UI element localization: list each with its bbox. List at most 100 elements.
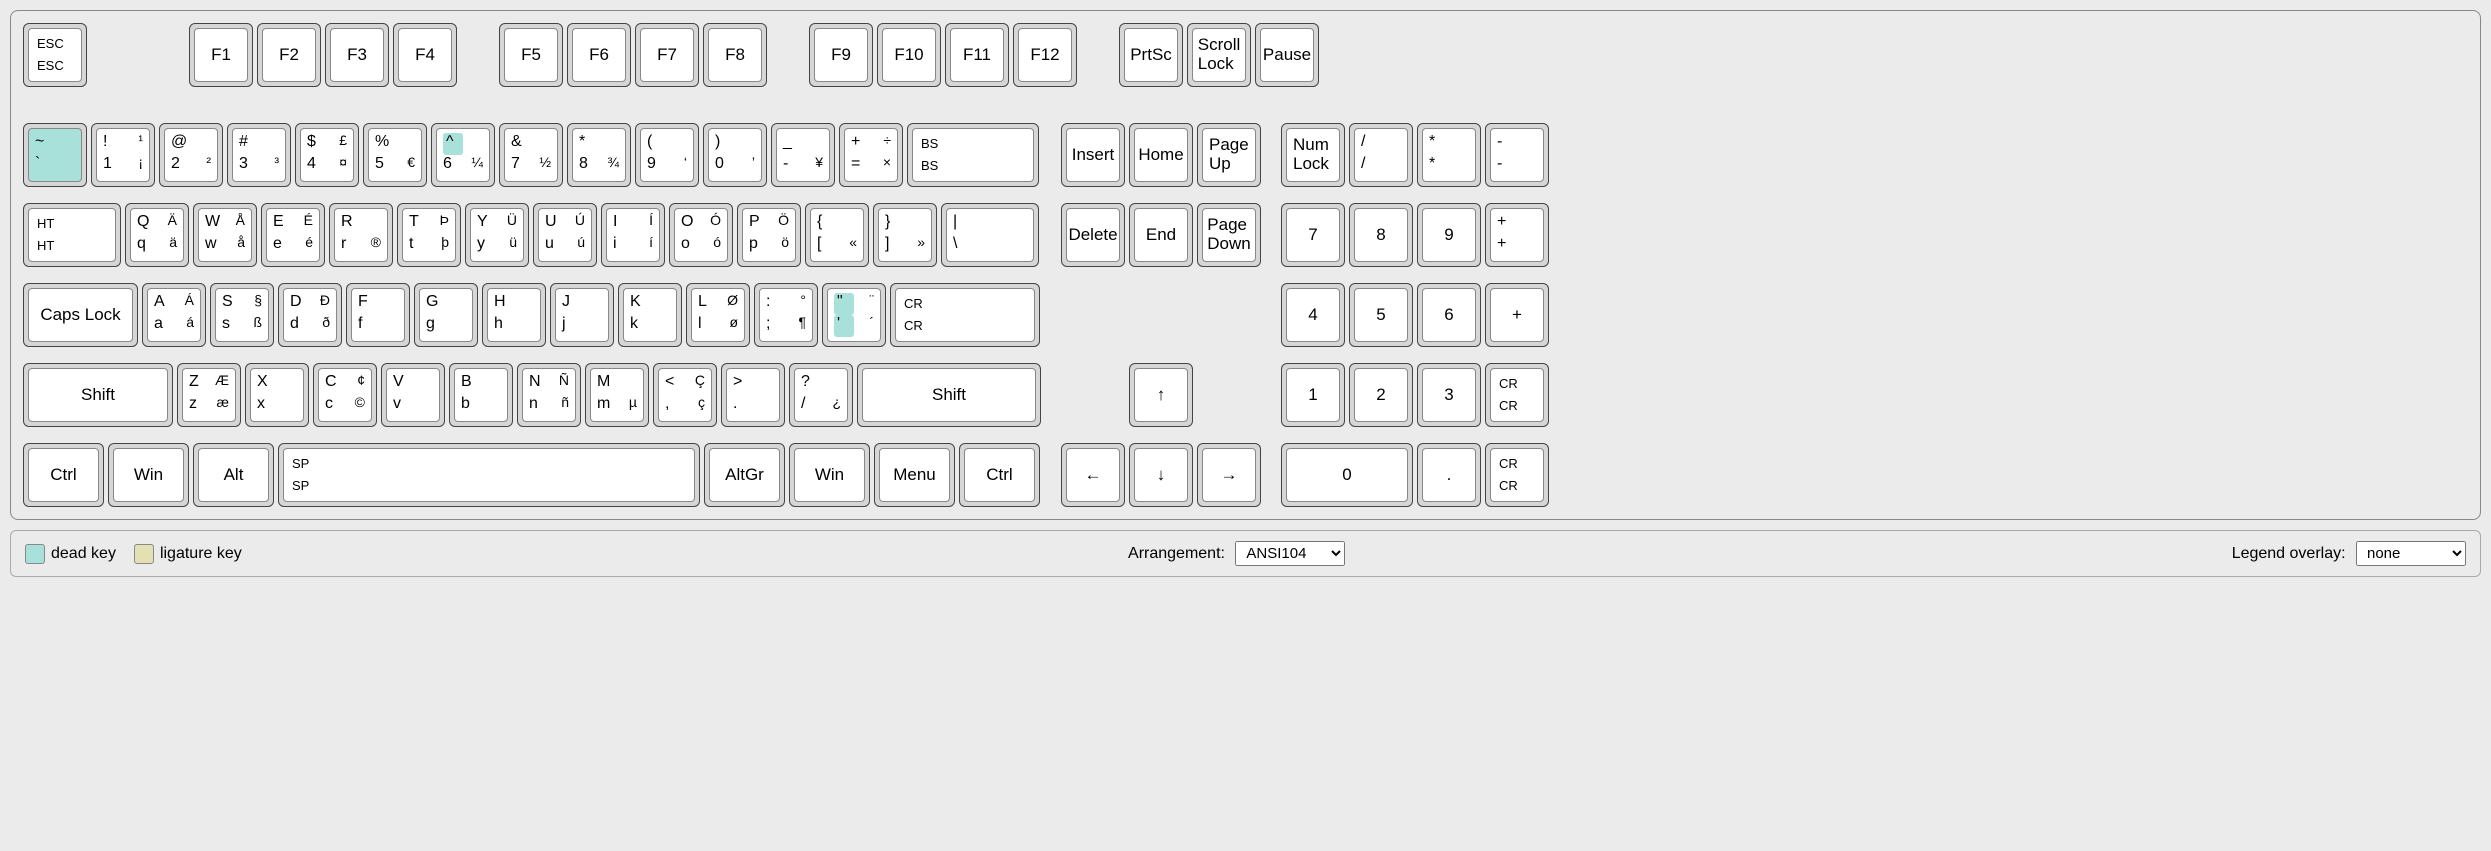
key-m[interactable]: Mmµ (585, 363, 649, 427)
key-ctrl-left[interactable]: Ctrl (23, 443, 104, 507)
key-v[interactable]: Vv (381, 363, 445, 427)
key-arrow-down[interactable]: ↓ (1129, 443, 1193, 507)
key-x[interactable]: Xx (245, 363, 309, 427)
key-5[interactable]: %5€ (363, 123, 427, 187)
key-delete[interactable]: Delete (1061, 203, 1125, 267)
key-end[interactable]: End (1129, 203, 1193, 267)
key-f12[interactable]: F12 (1013, 23, 1077, 87)
key-,[interactable]: <Ç,ç (653, 363, 717, 427)
key-k[interactable]: Kk (618, 283, 682, 347)
key-np-7[interactable]: 7 (1281, 203, 1345, 267)
key-0[interactable]: )0’ (703, 123, 767, 187)
key-shift-right[interactable]: Shift (857, 363, 1041, 427)
key-f9[interactable]: F9 (809, 23, 873, 87)
key-f6[interactable]: F6 (567, 23, 631, 87)
key-np-1[interactable]: 1 (1281, 363, 1345, 427)
key-tab[interactable]: HTHT (23, 203, 121, 267)
key-w[interactable]: WÅwå (193, 203, 257, 267)
key-p[interactable]: PÖpö (737, 203, 801, 267)
overlay-select[interactable]: nonescancodesvk (2356, 541, 2466, 566)
key-3[interactable]: #3³ (227, 123, 291, 187)
key-np-5[interactable]: 5 (1349, 283, 1413, 347)
key-b[interactable]: Bb (449, 363, 513, 427)
key-/[interactable]: ?/¿ (789, 363, 853, 427)
key-home[interactable]: Home (1129, 123, 1193, 187)
key-\[interactable]: |\ (941, 203, 1039, 267)
key-2[interactable]: @2² (159, 123, 223, 187)
key-a[interactable]: AÁaá (142, 283, 206, 347)
key-7[interactable]: &7½ (499, 123, 563, 187)
key-.[interactable]: >. (721, 363, 785, 427)
key-numlock[interactable]: Num Lock (1281, 123, 1345, 187)
key-space[interactable]: SPSP (278, 443, 700, 507)
key-1[interactable]: !¹1¡ (91, 123, 155, 187)
key-i[interactable]: IÍií (601, 203, 665, 267)
key-capslock[interactable]: Caps Lock (23, 283, 138, 347)
key-page-down[interactable]: Page Down (1197, 203, 1261, 267)
key-4[interactable]: $£4¤ (295, 123, 359, 187)
key-np-enter2[interactable]: CRCR (1485, 443, 1549, 507)
key-h[interactable]: Hh (482, 283, 546, 347)
key-win-right[interactable]: Win (789, 443, 870, 507)
key-np-3[interactable]: 3 (1417, 363, 1481, 427)
key-e[interactable]: EÉeé (261, 203, 325, 267)
key-f7[interactable]: F7 (635, 23, 699, 87)
key-y[interactable]: YÜyü (465, 203, 529, 267)
key-x[interactable]: ~` (23, 123, 87, 187)
key-f8[interactable]: F8 (703, 23, 767, 87)
key-r[interactable]: Rr® (329, 203, 393, 267)
key-prtsc[interactable]: PrtSc (1119, 23, 1183, 87)
key-arrow-up[interactable]: ↑ (1129, 363, 1193, 427)
key-pause[interactable]: Pause (1255, 23, 1319, 87)
key-x[interactable]: +÷=× (839, 123, 903, 187)
key-ctrl-right[interactable]: Ctrl (959, 443, 1040, 507)
key-np-+[interactable]: + (1485, 283, 1549, 347)
key-l[interactable]: LØlø (686, 283, 750, 347)
key-f3[interactable]: F3 (325, 23, 389, 87)
key-f[interactable]: Ff (346, 283, 410, 347)
key-alt-left[interactable]: Alt (193, 443, 274, 507)
key-f5[interactable]: F5 (499, 23, 563, 87)
key-t[interactable]: TÞtþ (397, 203, 461, 267)
key-'[interactable]: "¨'´ (822, 283, 886, 347)
key-6[interactable]: ^6¼ (431, 123, 495, 187)
key-altgr[interactable]: AltGr (704, 443, 785, 507)
key-n[interactable]: NÑnñ (517, 363, 581, 427)
key-;[interactable]: :°;¶ (754, 283, 818, 347)
key-8[interactable]: *8¾ (567, 123, 631, 187)
key-q[interactable]: QÄqä (125, 203, 189, 267)
key-backspace[interactable]: BSBS (907, 123, 1039, 187)
key-f10[interactable]: F10 (877, 23, 941, 87)
key-d[interactable]: DÐdð (278, 283, 342, 347)
key-np-/[interactable]: // (1349, 123, 1413, 187)
key-f11[interactable]: F11 (945, 23, 1009, 87)
key-f4[interactable]: F4 (393, 23, 457, 87)
arrangement-select[interactable]: ANSI104ISO105JIS109 (1235, 541, 1345, 566)
key-scroll-lock[interactable]: Scroll Lock (1187, 23, 1251, 87)
key-g[interactable]: Gg (414, 283, 478, 347)
key-9[interactable]: (9‘ (635, 123, 699, 187)
key-np-enter[interactable]: CRCR (1485, 363, 1549, 427)
key-[[interactable]: {[« (805, 203, 869, 267)
key-insert[interactable]: Insert (1061, 123, 1125, 187)
key-np-dot[interactable]: . (1417, 443, 1481, 507)
key-c[interactable]: C¢c© (313, 363, 377, 427)
key-np-8[interactable]: 8 (1349, 203, 1413, 267)
key-menu[interactable]: Menu (874, 443, 955, 507)
key-enter[interactable]: CRCR (890, 283, 1040, 347)
key-np-plus[interactable]: ++ (1485, 203, 1549, 267)
key-np-2[interactable]: 2 (1349, 363, 1413, 427)
key-u[interactable]: UÚuú (533, 203, 597, 267)
key-s[interactable]: S§sß (210, 283, 274, 347)
key-esc[interactable]: ESC ESC (23, 23, 87, 87)
key-page-up[interactable]: Page Up (1197, 123, 1261, 187)
key-np-*[interactable]: ** (1417, 123, 1481, 187)
key-arrow-left[interactable]: ← (1061, 443, 1125, 507)
key-arrow-right[interactable]: → (1197, 443, 1261, 507)
key-x[interactable]: _-¥ (771, 123, 835, 187)
key-j[interactable]: Jj (550, 283, 614, 347)
key-f1[interactable]: F1 (189, 23, 253, 87)
key-np-4[interactable]: 4 (1281, 283, 1345, 347)
key-np--[interactable]: -- (1485, 123, 1549, 187)
key-win-left[interactable]: Win (108, 443, 189, 507)
